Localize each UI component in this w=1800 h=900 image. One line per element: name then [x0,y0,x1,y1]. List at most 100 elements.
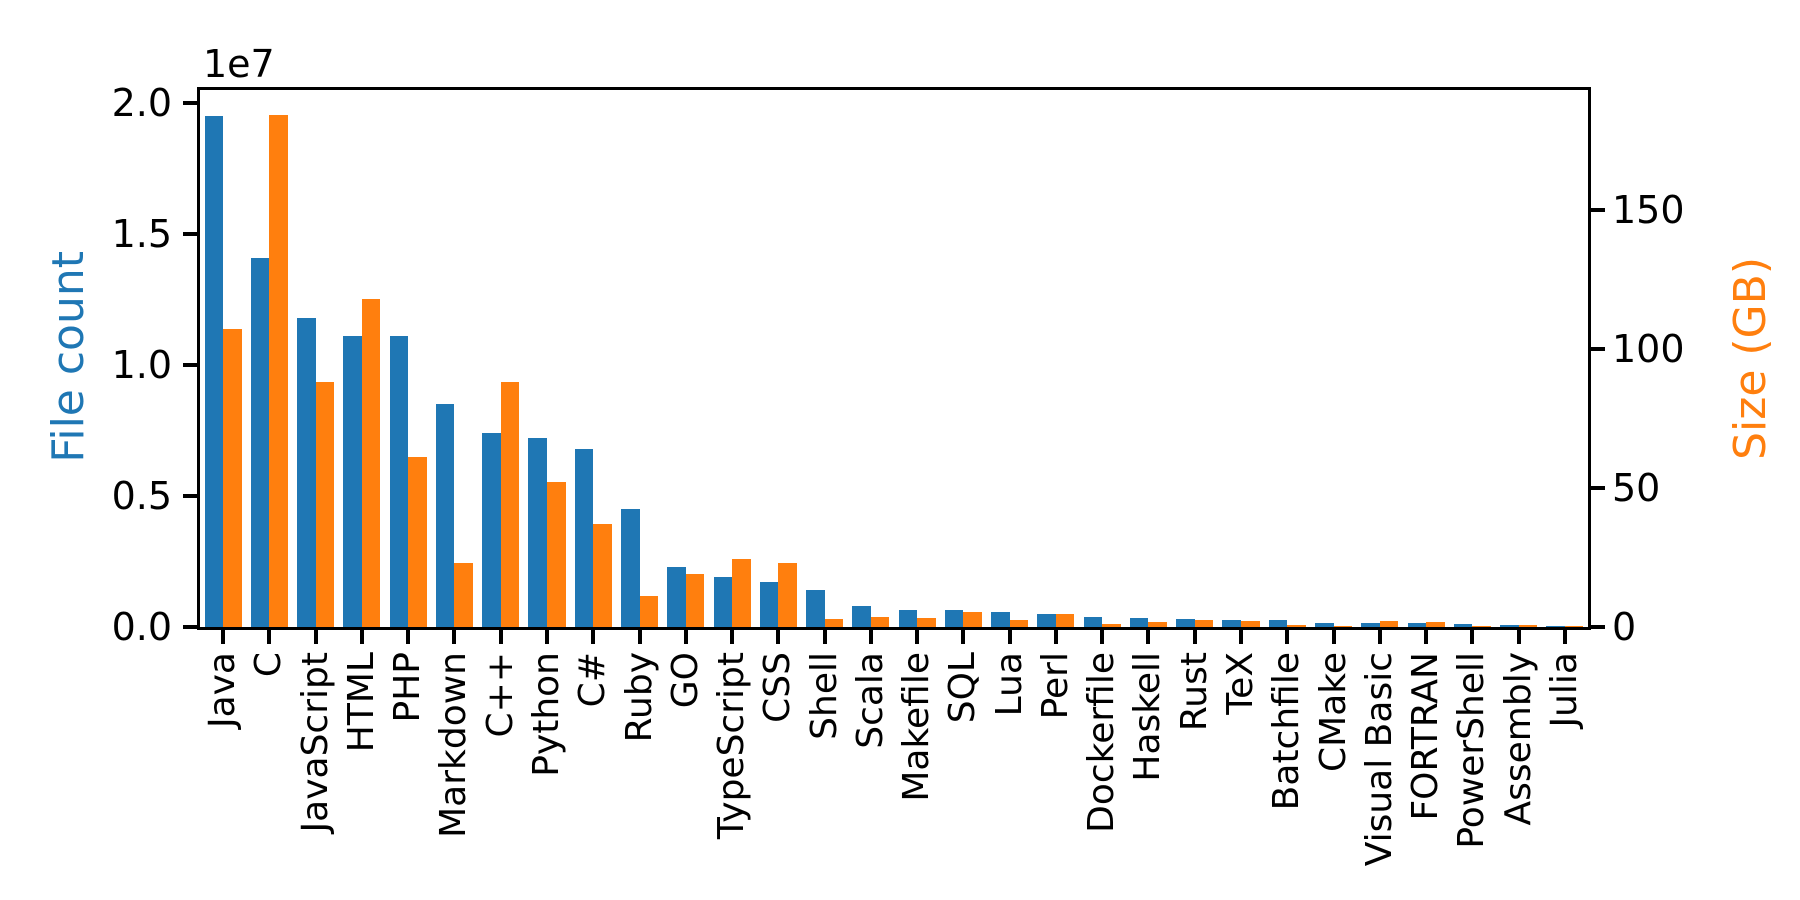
x-tick-mark [961,630,966,644]
x-tick-label-Assembly: Assembly [1497,652,1539,826]
x-tick-mark [1470,630,1475,644]
x-tick-mark [1377,630,1382,644]
x-tick-label-Java: Java [202,652,244,729]
x-tick-label-Rust: Rust [1173,652,1215,732]
x-tick-label-FORTRAN: FORTRAN [1405,652,1447,821]
bar-size-CSS [778,563,797,627]
bar-size-PowerShell [1472,625,1491,627]
left-tick-mark [183,363,197,368]
x-tick-mark [1424,630,1429,644]
x-tick-mark [683,630,688,644]
x-tick-mark [498,630,503,644]
bar-file-count-Ruby [621,509,640,627]
x-tick-mark [359,630,364,644]
bar-size-SQL [963,611,982,627]
bar-file-count-Markdown [435,404,455,627]
x-tick-label-Python: Python [526,652,567,777]
bar-size-C [269,115,288,627]
x-tick-label-C++: C++ [479,652,521,738]
x-tick-mark [730,630,735,644]
bar-file-count-Lua [991,611,1010,627]
x-tick-mark [545,630,549,644]
x-tick-mark [1146,630,1151,644]
left-tick-label: 0.0 [111,605,172,649]
bar-file-count-JavaScript [297,317,316,627]
x-tick-label-C: C [248,652,290,678]
bar-size-Java [223,329,242,627]
left-tick-label: 1.0 [111,343,172,388]
bar-size-Julia [1564,626,1584,627]
bar-size-Assembly [1518,625,1538,627]
bar-file-count-FORTRAN [1407,623,1427,627]
bar-size-TeX [1241,621,1260,627]
bar-file-count-Julia [1546,625,1565,627]
right-tick-mark [1591,207,1605,212]
x-tick-label-Shell: Shell [803,652,845,740]
bar-size-Scala [870,616,890,627]
plot-area [197,87,1591,630]
x-tick-label-Markdown: Markdown [433,652,475,838]
x-tick-label-Perl: Perl [1034,652,1076,720]
x-tick-label-CMake: CMake [1312,652,1354,772]
bars-layer [200,90,1588,627]
bar-file-count-TypeScript [713,577,733,627]
x-tick-mark [868,630,873,644]
x-tick-mark [1239,630,1243,644]
bar-size-GO [685,574,705,627]
bar-size-TypeScript [732,558,751,627]
x-tick-label-SQL: SQL [942,652,984,724]
bar-file-count-CMake [1315,622,1334,627]
right-tick-label: 50 [1612,465,1661,510]
x-tick-mark [1285,630,1290,644]
bar-file-count-HTML [343,336,362,627]
x-tick-label-PowerShell: PowerShell [1451,652,1493,849]
x-tick-mark [776,630,781,644]
bar-file-count-C# [574,448,594,627]
bar-size-Dockerfile [1102,623,1121,627]
x-tick-label-Lua: Lua [988,652,1030,717]
x-tick-mark [221,630,226,644]
right-tick-mark [1591,625,1605,629]
x-tick-label-CSS: CSS [757,652,799,723]
bar-size-Perl [1055,614,1075,627]
x-tick-label-GO: GO [664,652,706,709]
left-tick-label: 0.5 [111,474,172,519]
x-tick-label-Scala: Scala [849,652,891,749]
bar-file-count-Assembly [1500,624,1519,627]
x-tick-mark [1053,630,1058,644]
x-tick-label-C#: C# [572,652,614,708]
x-tick-mark [1331,630,1336,644]
x-tick-label-Dockerfile: Dockerfile [1081,652,1123,833]
left-tick-mark [183,101,197,106]
bar-size-C# [593,524,612,627]
right-tick-label: 0 [1612,605,1637,649]
x-tick-mark [1192,630,1197,644]
bar-file-count-C [250,257,270,627]
bar-file-count-Python [528,438,547,627]
x-tick-label-TeX: TeX [1220,652,1261,715]
bar-size-CMake [1333,625,1353,627]
x-tick-label-TypeScript: TypeScript [711,652,753,840]
right-tick-label: 150 [1612,187,1685,232]
x-tick-mark [591,630,596,644]
x-tick-label-JavaScript: JavaScript [294,652,336,833]
x-tick-mark [452,630,457,644]
bar-file-count-SQL [944,610,964,627]
y-axis-label-right: Size (GB) [1725,257,1776,460]
x-tick-mark [637,630,642,644]
bar-size-Ruby [639,596,659,627]
bar-size-Haskell [1148,621,1167,627]
x-tick-mark [1516,630,1521,644]
x-tick-label-Haskell: Haskell [1127,652,1169,782]
bar-size-Python [547,482,566,627]
bar-file-count-Makefile [898,609,918,627]
left-tick-mark [183,625,197,629]
left-tick-label: 1.5 [111,212,172,257]
x-tick-label-HTML: HTML [340,652,382,753]
right-tick-mark [1591,485,1605,490]
x-tick-label-Julia: Julia [1543,652,1585,728]
bar-size-Makefile [917,618,936,627]
bar-size-Rust [1194,620,1214,627]
right-tick-label: 100 [1612,326,1685,371]
x-tick-mark [1100,630,1105,644]
